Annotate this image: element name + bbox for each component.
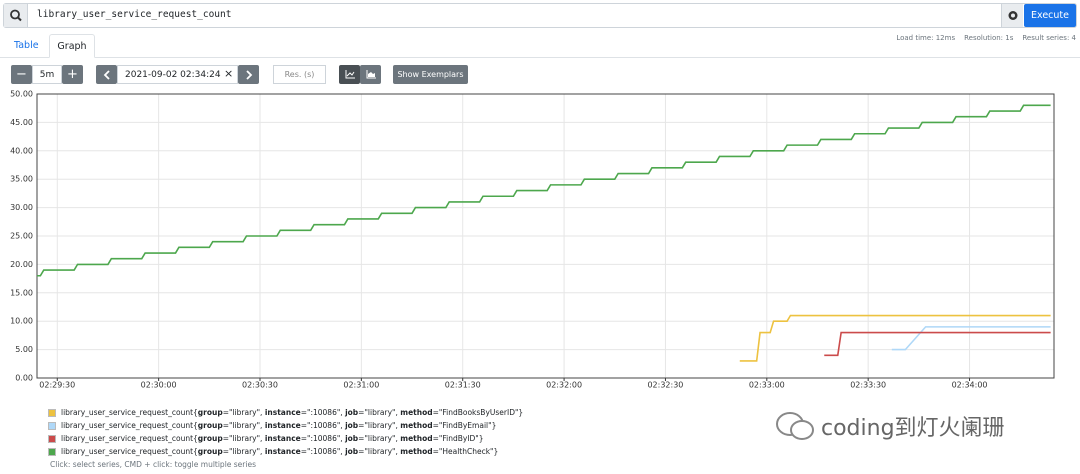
legend-entry[interactable]: library_user_service_request_count{group… [48, 406, 523, 419]
x-tick-label: 02:32:00 [546, 381, 582, 390]
watermark: coding到灯火阑珊 [775, 410, 1005, 442]
watermark-text: coding到灯火阑珊 [821, 416, 1005, 441]
end-time-input[interactable]: 2021-09-02 02:34:24 [117, 65, 238, 84]
legend-swatch [48, 447, 56, 456]
y-tick-label: 45.00 [10, 118, 33, 127]
query-bar [3, 3, 1077, 28]
y-tick-label: 25.00 [10, 232, 33, 241]
legend: library_user_service_request_count{group… [48, 406, 523, 458]
prev-time[interactable] [96, 65, 117, 84]
search-icon [4, 4, 28, 27]
x-tick-label: 02:29:30 [39, 381, 75, 390]
legend-swatch [48, 408, 56, 417]
y-tick-label: 40.00 [10, 146, 33, 155]
x-tick-label: 02:33:00 [749, 381, 785, 390]
stat: Load time: 12ms [896, 34, 956, 42]
chart: 0.00 5.00 10.00 15.00 20.00 25.00 30.00 35.00 40… [10, 90, 1055, 390]
legend-entry[interactable]: library_user_service_request_count{group… [48, 419, 523, 432]
x-tick-label: 02:30:00 [141, 381, 177, 390]
y-tick-label: 20.00 [10, 260, 33, 269]
next-time[interactable] [238, 65, 259, 84]
exemplars-button[interactable]: Show Exemplars [393, 65, 468, 84]
tab-active[interactable]: Graph [49, 34, 95, 58]
legend-label: library_user_service_request_count{group… [61, 434, 484, 443]
series-line [37, 104, 1051, 277]
legend-swatch [48, 434, 56, 443]
line-chart-toggle[interactable] [339, 65, 360, 84]
x-tick-label: 02:32:30 [647, 381, 683, 390]
x-tick-label: 02:31:30 [445, 381, 481, 390]
range-input[interactable]: 5m [32, 65, 62, 84]
query-input[interactable]: library_user_service_request_count [37, 9, 232, 20]
y-tick-label: 10.00 [10, 317, 33, 326]
x-tick-label: 02:34:00 [952, 381, 988, 390]
execute-button[interactable]: Execute [1024, 4, 1076, 27]
x-tick-label: 02:33:30 [850, 381, 886, 390]
clear-time[interactable]: × [224, 67, 234, 80]
legend-label: library_user_service_request_count{group… [61, 421, 497, 430]
hint: Click: select series, CMD + click: toggl… [50, 460, 256, 469]
series-line [824, 331, 1051, 357]
legend-label: library_user_service_request_count{group… [61, 447, 499, 456]
resolution-input[interactable]: Res. (s) [273, 65, 326, 84]
x-tick-label: 02:31:00 [343, 381, 379, 390]
legend-entry[interactable]: library_user_service_request_count{group… [48, 432, 523, 445]
series-line [891, 326, 1051, 351]
stat: Resolution: 1s [964, 34, 1014, 42]
series-line [739, 314, 1051, 362]
stat: Result series: 4 [1022, 34, 1076, 42]
y-tick-label: 50.00 [10, 90, 33, 99]
x-tick-label: 02:30:30 [242, 381, 278, 390]
y-tick-label: 0.00 [15, 374, 33, 383]
y-tick-label: 30.00 [10, 203, 33, 212]
metrics-explorer[interactable] [1001, 4, 1023, 27]
plot-frame [36, 93, 1055, 379]
decrease-range[interactable]: − [11, 65, 32, 84]
stacked-chart-toggle[interactable] [360, 65, 381, 84]
stats: Load time: 12ms Resolution: 1s Result seri… [896, 34, 1076, 42]
legend-label: library_user_service_request_count{group… [61, 408, 524, 417]
y-tick-label: 5.00 [15, 345, 33, 354]
increase-range[interactable]: + [62, 65, 83, 84]
legend-swatch [48, 421, 56, 430]
tab[interactable]: Table [14, 40, 39, 51]
legend-entry[interactable]: library_user_service_request_count{group… [48, 445, 523, 458]
y-tick-label: 35.00 [10, 175, 33, 184]
y-tick-label: 15.00 [10, 288, 33, 297]
